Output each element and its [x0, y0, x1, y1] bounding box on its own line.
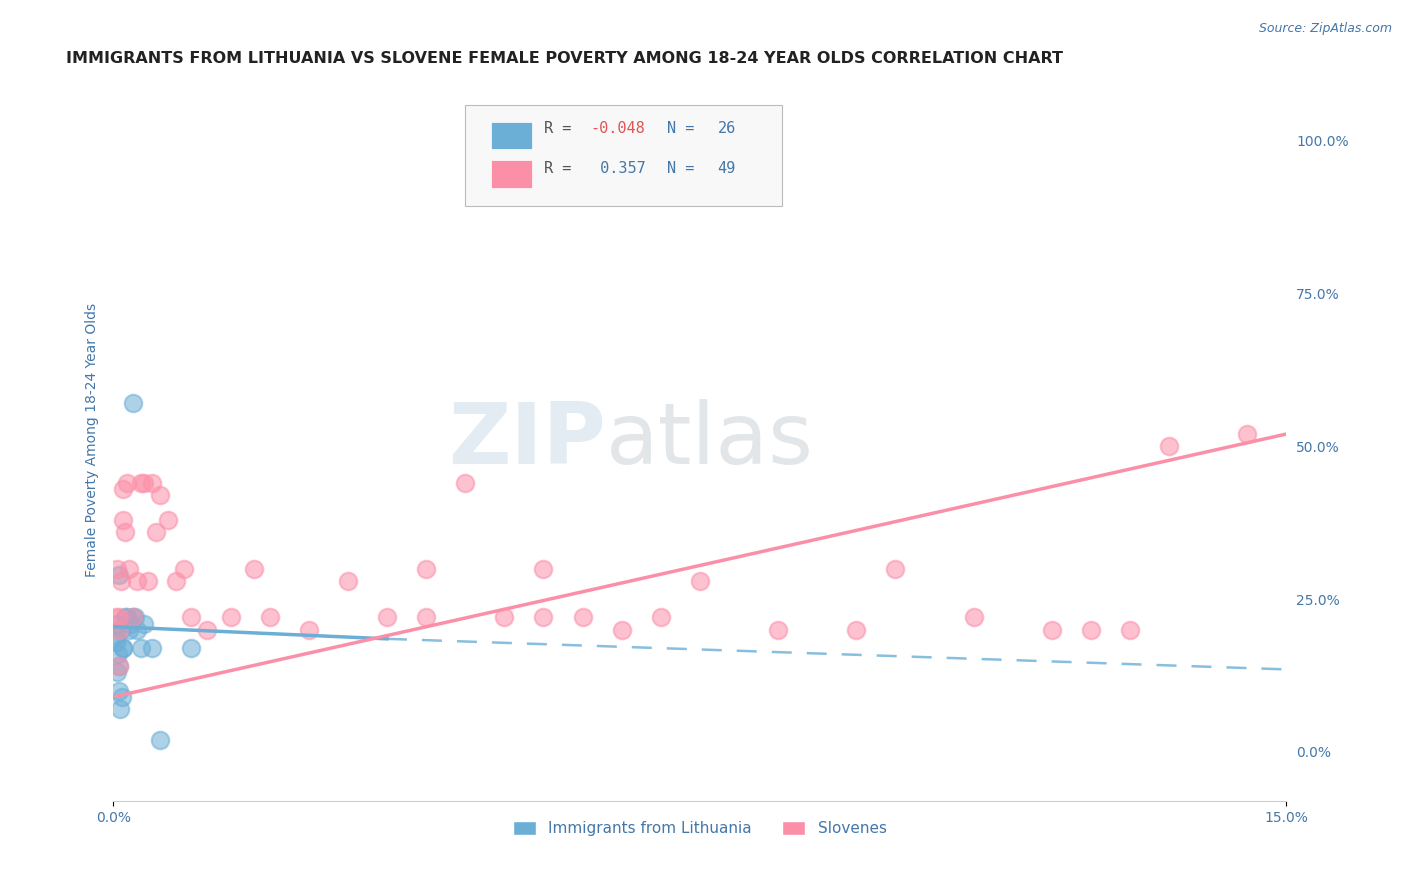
Point [134, 616, 156, 631]
Point [105, 616, 128, 631]
Point [884, 561, 907, 575]
Point [121, 610, 143, 624]
Point [118, 623, 141, 637]
Point [105, 629, 128, 643]
Point [121, 396, 143, 410]
Point [125, 574, 148, 588]
Text: -0.048: -0.048 [591, 121, 645, 136]
Point [110, 623, 132, 637]
Point [571, 610, 593, 624]
Point [125, 623, 148, 637]
Point [114, 610, 136, 624]
Point [1040, 623, 1063, 637]
Point [195, 623, 218, 637]
Point [962, 610, 984, 624]
Point [141, 475, 163, 490]
Point [494, 610, 516, 624]
Text: 26: 26 [717, 121, 735, 136]
Point [454, 475, 477, 490]
Point [141, 640, 163, 655]
Point [129, 640, 152, 655]
Point [415, 561, 437, 575]
Point [259, 610, 281, 624]
Point [243, 561, 266, 575]
Point [689, 574, 711, 588]
Point [180, 640, 202, 655]
Point [129, 475, 152, 490]
Point [108, 683, 131, 698]
Point [105, 561, 128, 575]
Point [1159, 439, 1181, 453]
Point [531, 610, 554, 624]
Legend: Immigrants from Lithuania, Slovenes: Immigrants from Lithuania, Slovenes [506, 814, 894, 844]
Point [138, 574, 160, 588]
Point [108, 567, 131, 582]
Point [111, 640, 134, 655]
Point [107, 659, 129, 673]
Point [766, 623, 789, 637]
Point [149, 732, 172, 747]
Point [415, 610, 437, 624]
Text: 0.357: 0.357 [591, 161, 645, 176]
Point [173, 561, 195, 575]
Point [149, 488, 172, 502]
Point [531, 561, 554, 575]
Point [108, 659, 131, 673]
Point [111, 690, 134, 704]
Point [112, 513, 135, 527]
Point [120, 616, 142, 631]
Point [1080, 623, 1102, 637]
Point [134, 475, 156, 490]
Point [110, 702, 132, 716]
Point [107, 623, 129, 637]
Point [336, 574, 359, 588]
Text: IMMIGRANTS FROM LITHUANIA VS SLOVENE FEMALE POVERTY AMONG 18-24 YEAR OLDS CORREL: IMMIGRANTS FROM LITHUANIA VS SLOVENE FEM… [66, 51, 1063, 66]
Point [104, 610, 127, 624]
Text: N =: N = [666, 161, 703, 176]
Point [145, 524, 167, 539]
Point [110, 574, 132, 588]
Text: N =: N = [666, 121, 703, 136]
Text: Source: ZipAtlas.com: Source: ZipAtlas.com [1258, 22, 1392, 36]
Point [219, 610, 242, 624]
Point [610, 623, 633, 637]
Text: atlas: atlas [606, 399, 814, 482]
Point [1236, 427, 1258, 442]
Y-axis label: Female Poverty Among 18-24 Year Olds: Female Poverty Among 18-24 Year Olds [86, 303, 100, 577]
Text: ZIP: ZIP [449, 399, 606, 482]
Point [121, 610, 143, 624]
Point [124, 610, 146, 624]
Point [108, 610, 131, 624]
Point [156, 513, 179, 527]
Point [117, 475, 139, 490]
Point [165, 574, 187, 588]
Point [845, 623, 868, 637]
Point [1119, 623, 1142, 637]
Point [298, 623, 321, 637]
Point [118, 561, 141, 575]
FancyBboxPatch shape [491, 161, 531, 187]
Text: R =: R = [544, 121, 581, 136]
FancyBboxPatch shape [491, 122, 531, 149]
Point [375, 610, 398, 624]
Point [112, 640, 135, 655]
Point [107, 647, 129, 661]
Point [105, 665, 128, 680]
Point [114, 524, 136, 539]
Point [111, 482, 134, 496]
FancyBboxPatch shape [465, 104, 782, 206]
Text: 49: 49 [717, 161, 735, 176]
Point [650, 610, 672, 624]
Text: R =: R = [544, 161, 581, 176]
Point [180, 610, 202, 624]
Point [117, 610, 139, 624]
Point [104, 635, 127, 649]
